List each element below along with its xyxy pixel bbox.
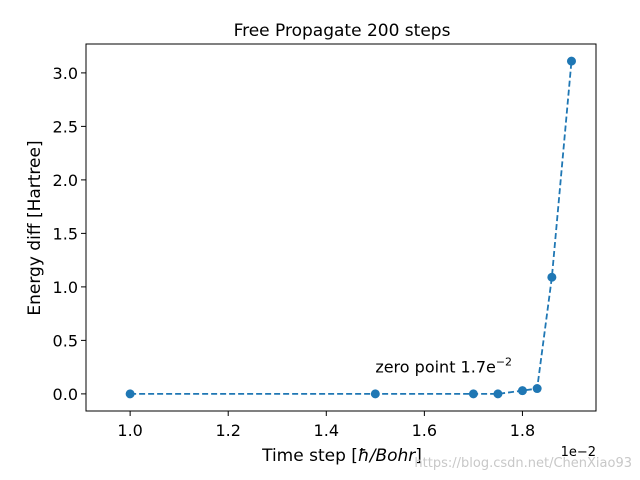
x-axis-label-end: ] — [415, 446, 422, 466]
plot-frame — [85, 43, 597, 412]
y-axis-label: Energy diff [Hartree] — [25, 140, 45, 315]
data-point — [517, 386, 527, 396]
annotation-superscript: −2 — [496, 355, 512, 368]
y-tick-label: 1.0 — [53, 278, 78, 297]
data-point — [370, 389, 380, 399]
x-tick-label: 1.2 — [215, 421, 240, 440]
x-tick-label: 1.4 — [314, 421, 339, 440]
annotation-main: zero point 1.7e — [375, 357, 496, 376]
x-tick-label: 1.0 — [117, 421, 142, 440]
y-tick-label: 1.5 — [53, 224, 78, 243]
annotation-text: zero point 1.7e−2 — [375, 355, 512, 376]
x-offset-label: 1e−2 — [561, 445, 596, 460]
series-line — [130, 61, 573, 395]
x-axis-label-main: Time step [ — [261, 446, 358, 466]
series-layer — [125, 56, 576, 399]
data-point — [566, 56, 576, 66]
y-tick-label: 2.0 — [53, 171, 78, 190]
data-point — [532, 384, 542, 394]
data-point — [547, 272, 557, 282]
y-tick-label: 0.0 — [53, 385, 78, 404]
y-axis-ticks: 0.0 0.5 1.0 1.5 2.0 2.5 3.0 — [53, 64, 86, 404]
y-tick-label: 3.0 — [53, 64, 78, 83]
x-axis-label: Time step [ħ/Bohr] — [261, 446, 422, 466]
data-point — [493, 389, 503, 399]
x-tick-label: 1.8 — [510, 421, 535, 440]
x-axis-ticks: 1.0 1.2 1.4 1.6 1.8 — [117, 411, 535, 440]
watermark: https://blog.csdn.net/ChenXiao93 — [414, 456, 632, 471]
chart-title: Free Propagate 200 steps — [234, 21, 451, 41]
y-tick-label: 0.5 — [53, 331, 78, 350]
y-tick-label: 2.5 — [53, 117, 78, 136]
x-axis-label-math: ħ/Bohr — [358, 446, 416, 466]
data-point — [468, 389, 478, 399]
x-tick-label: 1.6 — [412, 421, 437, 440]
data-point — [125, 389, 135, 399]
